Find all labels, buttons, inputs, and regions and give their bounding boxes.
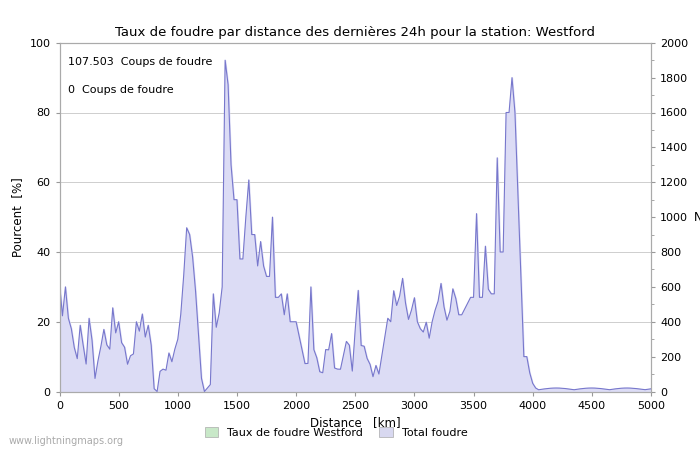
Text: 107.503  Coups de foudre: 107.503 Coups de foudre [69,57,213,67]
Legend: Taux de foudre Westford, Total foudre: Taux de foudre Westford, Total foudre [200,423,472,442]
Y-axis label: Pourcent  [%]: Pourcent [%] [11,177,24,257]
X-axis label: Distance   [km]: Distance [km] [310,416,400,429]
Text: www.lightningmaps.org: www.lightningmaps.org [8,436,123,446]
Title: Taux de foudre par distance des dernières 24h pour la station: Westford: Taux de foudre par distance des dernière… [116,26,595,39]
Text: 0  Coups de foudre: 0 Coups de foudre [69,85,174,94]
Y-axis label: Nb: Nb [694,211,700,224]
